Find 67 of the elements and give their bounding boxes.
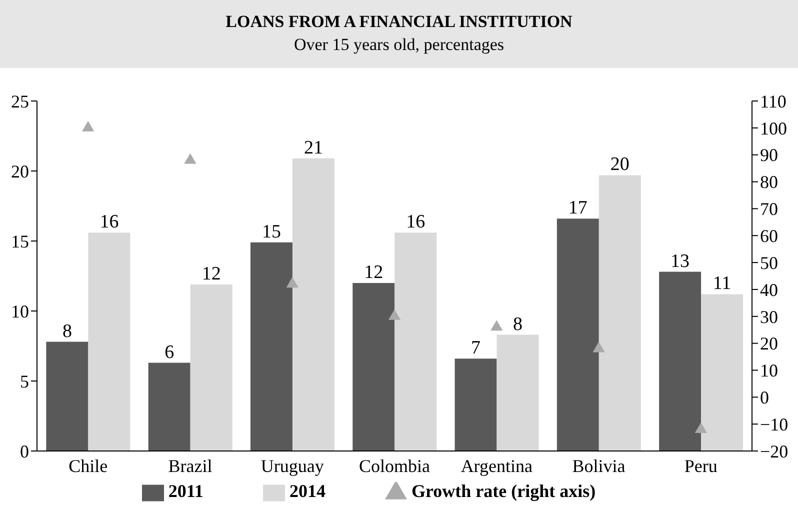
bar xyxy=(496,334,539,451)
y2-tick-label: 80 xyxy=(760,172,778,192)
chart-subtitle: Over 15 years old, percentages xyxy=(292,35,506,55)
y2-tick-label: 70 xyxy=(760,199,778,220)
data-label: 12 xyxy=(202,263,221,284)
x-tick-label: Uruguay xyxy=(260,456,324,476)
point xyxy=(82,120,94,132)
bar xyxy=(454,358,497,451)
point xyxy=(388,309,401,320)
data-label: 15 xyxy=(262,221,281,242)
y2-tick-label: 110 xyxy=(760,91,786,112)
bar xyxy=(701,294,744,451)
legend-label: 2011 xyxy=(168,481,204,501)
bar xyxy=(598,175,641,451)
y-tick-label: 15 xyxy=(11,231,29,252)
data-label: 16 xyxy=(100,212,119,233)
x-tick-label: Colombia xyxy=(359,456,430,476)
y2-tick-label: −20 xyxy=(760,441,788,462)
point xyxy=(694,422,708,433)
data-label: 21 xyxy=(304,137,323,158)
x-tick-label: Bolivia xyxy=(572,456,626,476)
bar xyxy=(250,242,292,451)
legend-label: 2014 xyxy=(289,481,326,501)
y2-tick-label: −10 xyxy=(760,414,788,434)
y2-tick-label: 100 xyxy=(760,118,787,138)
bar xyxy=(148,362,190,451)
y2-tick-label: 60 xyxy=(760,226,778,246)
x-tick-label: Argentina xyxy=(460,456,532,476)
y2-tick-label: 90 xyxy=(760,145,778,166)
data-label: 16 xyxy=(406,212,426,233)
point xyxy=(286,277,298,288)
y2-tick-label: 40 xyxy=(760,280,778,300)
point xyxy=(592,342,605,352)
x-tick-label: Chile xyxy=(68,456,108,476)
data-label: 13 xyxy=(670,250,690,272)
y-tick-label: 20 xyxy=(11,161,29,182)
x-tick-label: Peru xyxy=(684,456,718,476)
y2-tick-label: 50 xyxy=(760,252,778,273)
data-label: 17 xyxy=(568,198,588,219)
data-label: 11 xyxy=(712,273,732,294)
data-label: 6 xyxy=(164,342,174,363)
x-tick-label: Brazil xyxy=(168,456,212,476)
bar xyxy=(556,218,599,451)
y-tick-label: 5 xyxy=(20,371,29,392)
y2-tick-label: 20 xyxy=(760,334,778,354)
bar xyxy=(292,158,334,451)
y2-tick-label: 0 xyxy=(760,388,769,408)
point xyxy=(490,320,503,331)
chart-title: LOANS FROM A FINANCIAL INSTITUTION xyxy=(224,12,574,32)
y-tick-label: 10 xyxy=(11,301,29,322)
y-tick-label: 0 xyxy=(20,441,29,462)
bar xyxy=(190,284,232,451)
bar xyxy=(88,232,130,451)
y2-tick-label: 30 xyxy=(760,306,778,327)
y2-tick-label: 10 xyxy=(760,360,778,381)
legend-label: Growth rate (right axis) xyxy=(411,481,596,501)
data-label: 12 xyxy=(364,262,384,283)
bar xyxy=(352,283,395,451)
data-label: 8 xyxy=(62,320,72,342)
bar xyxy=(46,342,88,451)
y-tick-label: 25 xyxy=(11,91,29,112)
data-label: 20 xyxy=(610,154,630,176)
point xyxy=(184,153,196,164)
bar xyxy=(394,232,437,451)
data-label: 7 xyxy=(471,338,481,359)
bar xyxy=(659,272,702,451)
data-label: 8 xyxy=(513,314,523,335)
